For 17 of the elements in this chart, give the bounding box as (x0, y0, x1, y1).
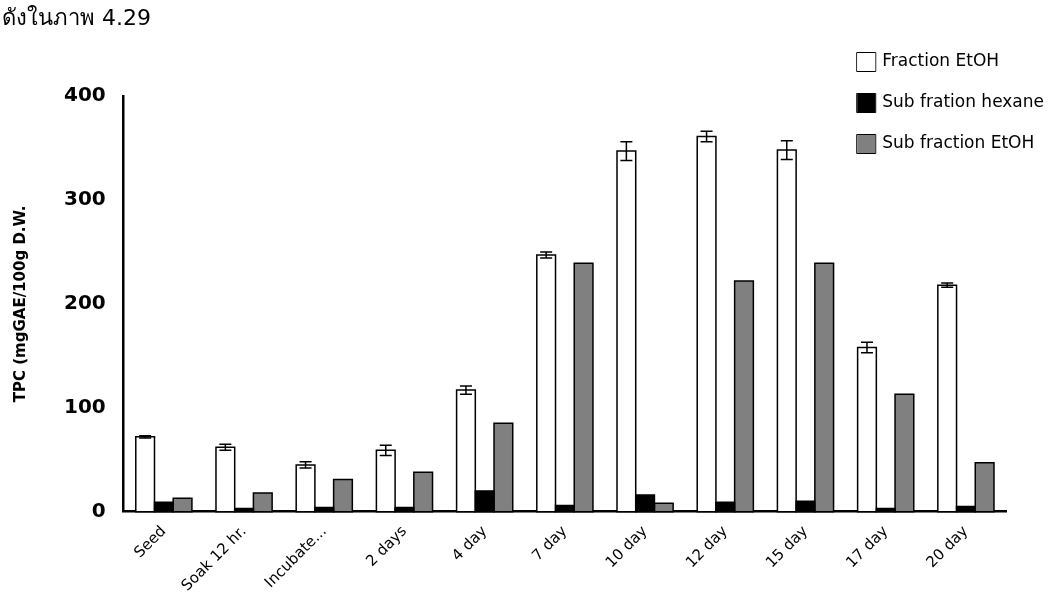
x-tick-label: 17 day (842, 521, 892, 572)
legend-label: Sub fraction EtOH (882, 132, 1035, 153)
x-tick-label: 7 day (528, 521, 571, 565)
text: ดังในภาพ 4.29 (2, 4, 151, 32)
x-tick-label: 10 day (601, 521, 651, 572)
y-tick-label: 400 (64, 82, 106, 107)
y-tick-label: 0 (91, 497, 106, 522)
x-tick-label: 20 day (922, 521, 972, 572)
y-axis-title: TPC (mgGAE/100g D.W. (10, 205, 29, 403)
legend-label: Sub fration hexane (882, 91, 1044, 112)
y-tick-label: 100 (64, 393, 106, 418)
y-tick-label: 300 (64, 186, 106, 211)
x-tick-label: 12 day (681, 521, 731, 572)
x-tick-label: 4 day (447, 521, 491, 565)
legend-label: Fraction EtOH (882, 50, 1000, 71)
y-tick-label: 200 (64, 290, 106, 315)
x-tick-label: 15 day (761, 521, 812, 572)
